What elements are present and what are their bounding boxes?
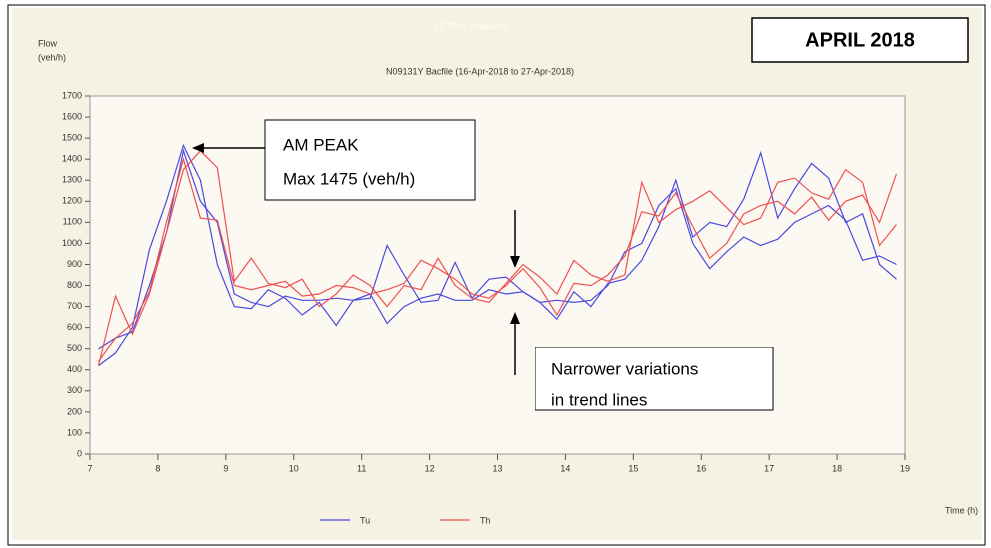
y-tick-label: 1500 [62, 132, 82, 142]
x-tick-label: 15 [628, 463, 638, 473]
x-tick-label: 7 [87, 463, 92, 473]
y-tick-label: 300 [67, 385, 82, 395]
annotation: APRIL 2018 [805, 29, 915, 51]
arrow-head [192, 143, 204, 153]
series-line [98, 156, 898, 362]
legend-label: Th [480, 515, 491, 525]
annotation-box [751, 17, 969, 63]
y-label: (veh/h) [38, 52, 66, 62]
y-tick-label: 1400 [62, 154, 82, 164]
annotation-clip: Narrower variations in trend lines [535, 347, 774, 411]
x-label: Time (h) [945, 505, 978, 515]
arrow-head [510, 256, 520, 268]
y-tick-label: 1000 [62, 238, 82, 248]
x-tick-label: 19 [900, 463, 910, 473]
y-tick-label: 100 [67, 427, 82, 437]
x-tick-label: 16 [696, 463, 706, 473]
annotation-box [535, 347, 774, 411]
y-label: Flow [38, 38, 58, 48]
annotation-box [264, 119, 476, 201]
annotation: AM PEAK [283, 135, 359, 154]
y-tick-label: 600 [67, 322, 82, 332]
legend-label: Tu [360, 515, 370, 525]
x-tick-label: 14 [560, 463, 570, 473]
y-tick-label: 900 [67, 259, 82, 269]
y-tick-label: 1700 [62, 90, 82, 100]
arrow-head [510, 312, 520, 324]
annotation: Max 1475 (veh/h) [283, 169, 415, 188]
y-tick-label: 400 [67, 364, 82, 374]
x-tick-label: 9 [223, 463, 228, 473]
x-tick-label: 11 [357, 463, 366, 473]
y-tick-label: 1200 [62, 196, 82, 206]
y-tick-label: 500 [67, 343, 82, 353]
x-tick-label: 12 [425, 463, 435, 473]
y-tick-label: 200 [67, 406, 82, 416]
x-tick-label: 17 [764, 463, 774, 473]
x-tick-label: 10 [289, 463, 299, 473]
annotation: Narrower variations [551, 359, 698, 378]
x-tick-label: 13 [492, 463, 502, 473]
chart-title: N09131Y Bacfile (16-Apr-2018 to 27-Apr-2… [386, 66, 574, 76]
series-line [98, 148, 897, 350]
series-line [97, 149, 897, 366]
source: ASTRID database [434, 21, 507, 31]
y-tick-label: 800 [67, 280, 82, 290]
y-tick-label: 1300 [62, 175, 82, 185]
plot-area [89, 95, 906, 455]
x-tick-label: 8 [155, 463, 160, 473]
y-tick-label: 1100 [63, 217, 82, 227]
y-tick-label: 1600 [62, 111, 82, 121]
y-tick-label: 700 [67, 301, 82, 311]
annotation: in trend lines [551, 390, 647, 409]
y-tick-label: 0 [77, 448, 82, 458]
plot: 0 100 200 300 400 500 600 700 800 900 1000 1100 1200… [62, 90, 910, 525]
x-tick-label: 18 [832, 463, 842, 473]
